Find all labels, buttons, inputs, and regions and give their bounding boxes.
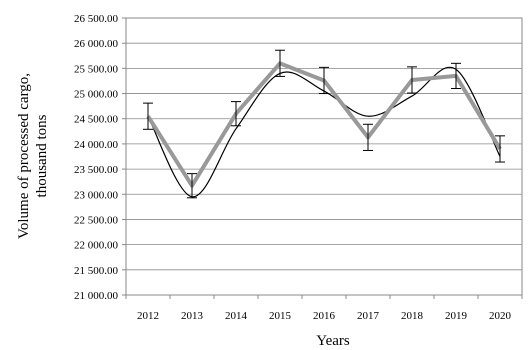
x-tick-label: 2012 — [137, 310, 159, 322]
x-tick-label: 2015 — [269, 310, 292, 322]
y-axis-title-line1: Volume of processed cargo, — [16, 73, 32, 239]
y-tick-label: 23 000.00 — [74, 189, 119, 201]
error-bar — [451, 62, 461, 90]
error-bar — [319, 66, 329, 95]
y-tick-label: 25 500.00 — [74, 63, 119, 75]
x-tick-label: 2016 — [313, 310, 336, 322]
x-tick-label: 2018 — [401, 310, 424, 322]
y-tick-label: 25 000.00 — [74, 89, 119, 101]
error-bar — [275, 49, 285, 77]
x-axis-title: Years — [316, 333, 350, 349]
y-axis-ticks: 21 000.00 21 500.00 22 000.00 22 500.00 23 0… — [74, 13, 126, 302]
y-tick-label: 21 000.00 — [74, 290, 119, 302]
x-tick-label: 2013 — [181, 310, 204, 322]
y-tick-label: 26 000.00 — [74, 38, 119, 50]
error-bar — [231, 101, 241, 127]
x-tick-label: 2014 — [225, 310, 248, 322]
x-axis-ticks: 2012 2013 2014 2015 2016 2017 2018 2019 2020 — [125, 295, 523, 322]
x-tick-label: 2017 — [357, 310, 380, 322]
error-bar — [407, 66, 417, 94]
y-tick-label: 21 500.00 — [74, 265, 119, 277]
y-tick-label: 26 500.00 — [74, 13, 119, 25]
error-bar — [363, 123, 373, 151]
x-tick-label: 2019 — [445, 310, 468, 322]
y-tick-label: 22 000.00 — [74, 240, 119, 252]
y-tick-label: 24 000.00 — [74, 139, 119, 151]
x-tick-label: 2020 — [489, 310, 512, 322]
plot-frame — [125, 17, 523, 296]
error-bar — [187, 173, 197, 199]
error-bar — [143, 102, 153, 130]
error-bars — [143, 49, 505, 199]
y-tick-label: 24 500.00 — [74, 114, 119, 126]
y-axis-title-line2: thousand tons — [34, 114, 50, 197]
y-tick-label: 22 500.00 — [74, 214, 119, 226]
y-tick-label: 23 500.00 — [74, 164, 119, 176]
error-bar — [495, 135, 505, 163]
